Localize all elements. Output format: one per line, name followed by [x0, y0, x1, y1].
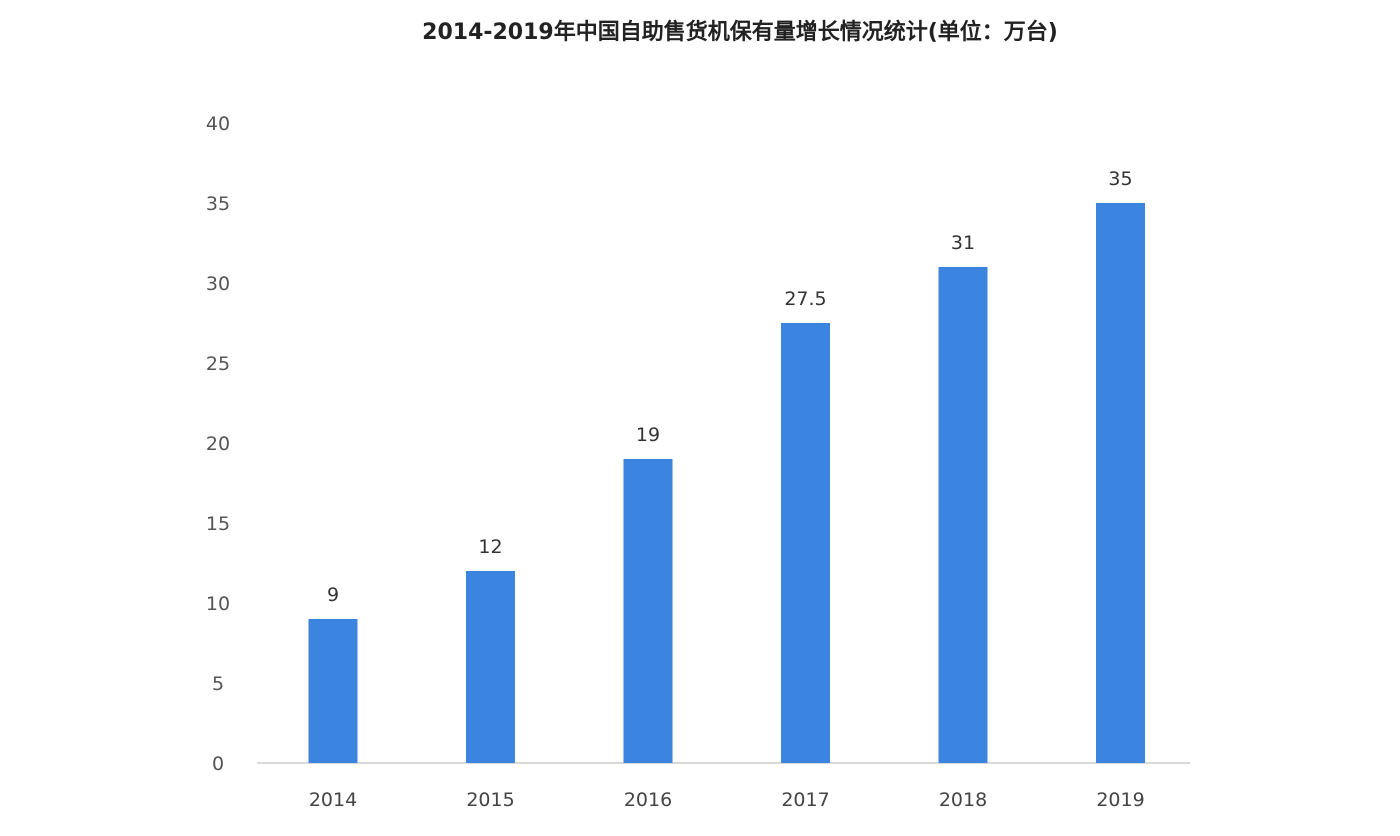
y-tick-label: 25	[206, 353, 230, 375]
y-tick-label: 10	[206, 593, 230, 615]
bar-2018	[938, 267, 988, 763]
bar-2015	[466, 571, 515, 763]
bar-2019	[1096, 203, 1145, 763]
data-label: 27.5	[784, 288, 826, 310]
bar-2016	[623, 459, 673, 763]
y-tick-label: 5	[212, 673, 224, 695]
bar-2014	[308, 619, 358, 763]
chart-title: 2014-2019年中国自助售货机保有量增长情况统计(单位：万台)	[422, 20, 1058, 45]
data-label: 12	[478, 536, 502, 558]
x-tick-label: 2018	[939, 789, 987, 811]
y-tick-label: 0	[212, 753, 224, 775]
x-tick-label: 2019	[1096, 789, 1144, 811]
data-label: 19	[636, 424, 660, 446]
x-tick-label: 2015	[466, 789, 514, 811]
data-label: 9	[327, 584, 339, 606]
y-tick-label: 30	[206, 273, 230, 295]
x-tick-label: 2016	[624, 789, 672, 811]
x-tick-label: 2017	[781, 789, 829, 811]
y-tick-label: 35	[206, 193, 230, 215]
data-label: 31	[951, 232, 975, 254]
y-tick-label: 40	[206, 113, 230, 135]
y-tick-label: 20	[206, 433, 230, 455]
data-label: 35	[1108, 168, 1132, 190]
bar-2017	[781, 323, 830, 763]
y-tick-label: 15	[206, 513, 230, 535]
x-tick-label: 2014	[309, 789, 357, 811]
